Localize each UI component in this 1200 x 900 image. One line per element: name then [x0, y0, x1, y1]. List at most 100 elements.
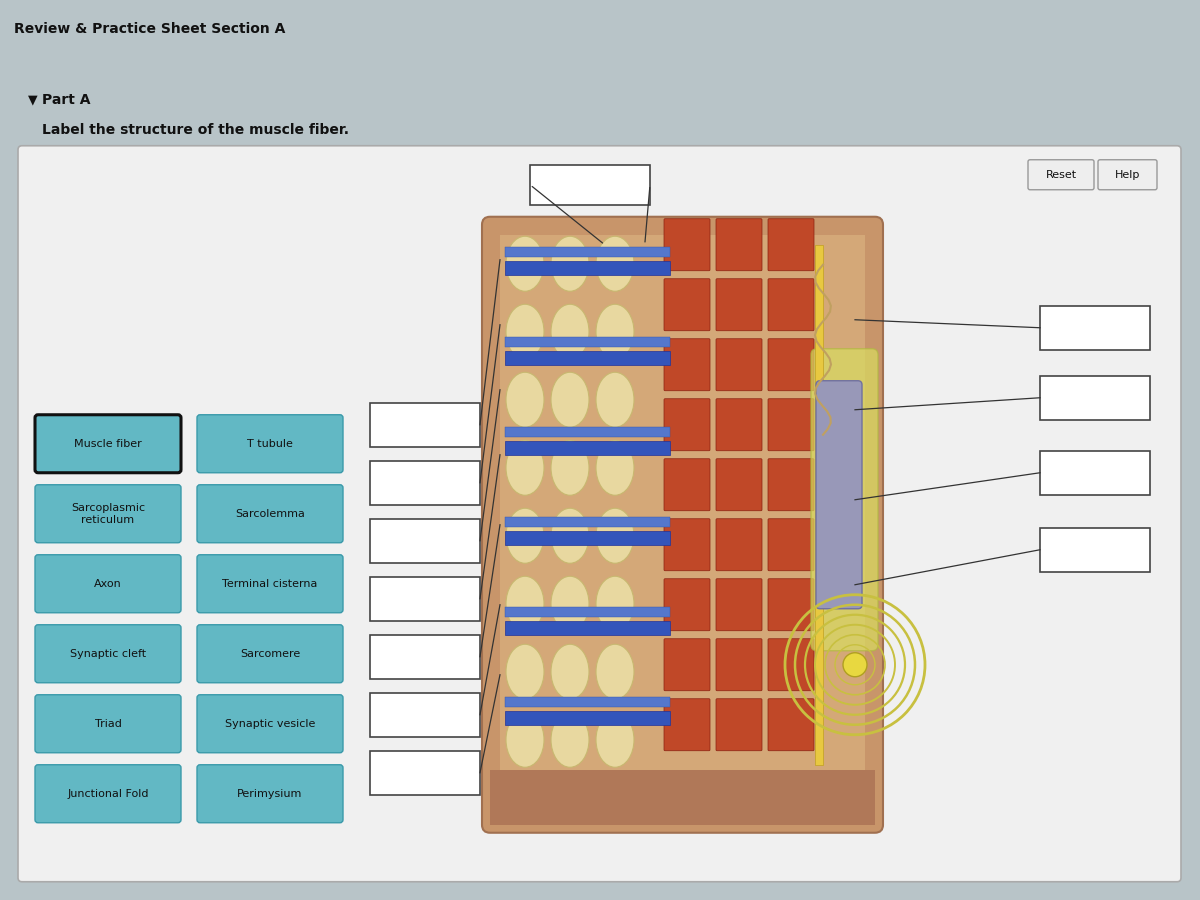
- Text: Perimysium: Perimysium: [238, 788, 302, 799]
- FancyBboxPatch shape: [35, 765, 181, 823]
- FancyBboxPatch shape: [664, 338, 710, 391]
- Ellipse shape: [506, 712, 544, 767]
- Bar: [505, 517, 670, 526]
- Circle shape: [842, 652, 866, 677]
- Text: Sarcoplasmic
reticulum: Sarcoplasmic reticulum: [71, 503, 145, 525]
- Text: Axon: Axon: [94, 579, 122, 589]
- FancyBboxPatch shape: [664, 639, 710, 691]
- Bar: [1040, 306, 1150, 350]
- Bar: [370, 403, 480, 446]
- Bar: [370, 461, 480, 505]
- FancyBboxPatch shape: [482, 217, 883, 832]
- FancyBboxPatch shape: [716, 518, 762, 571]
- FancyBboxPatch shape: [197, 485, 343, 543]
- FancyBboxPatch shape: [664, 518, 710, 571]
- Bar: [1040, 527, 1150, 572]
- Text: Triad: Triad: [95, 719, 121, 729]
- Ellipse shape: [551, 440, 589, 495]
- FancyBboxPatch shape: [768, 399, 814, 451]
- FancyBboxPatch shape: [768, 279, 814, 331]
- Bar: [490, 770, 875, 824]
- Text: Junctional Fold: Junctional Fold: [67, 788, 149, 799]
- FancyBboxPatch shape: [18, 146, 1181, 882]
- Text: Help: Help: [1115, 170, 1140, 180]
- Bar: [815, 245, 823, 765]
- Text: Part A: Part A: [42, 93, 90, 107]
- Bar: [370, 751, 480, 795]
- Ellipse shape: [506, 237, 544, 292]
- Ellipse shape: [506, 576, 544, 631]
- Ellipse shape: [596, 237, 634, 292]
- Bar: [505, 247, 670, 256]
- Text: Synaptic vesicle: Synaptic vesicle: [224, 719, 316, 729]
- Ellipse shape: [596, 712, 634, 767]
- FancyBboxPatch shape: [35, 625, 181, 683]
- Bar: [370, 693, 480, 737]
- FancyBboxPatch shape: [197, 625, 343, 683]
- Ellipse shape: [596, 373, 634, 427]
- Text: Synaptic cleft: Synaptic cleft: [70, 649, 146, 659]
- FancyBboxPatch shape: [664, 399, 710, 451]
- FancyBboxPatch shape: [664, 459, 710, 511]
- Bar: [1040, 451, 1150, 495]
- FancyBboxPatch shape: [197, 695, 343, 752]
- Text: Terminal cisterna: Terminal cisterna: [222, 579, 318, 589]
- Ellipse shape: [506, 644, 544, 699]
- FancyBboxPatch shape: [716, 338, 762, 391]
- FancyBboxPatch shape: [716, 698, 762, 751]
- Bar: [370, 634, 480, 679]
- Bar: [505, 261, 670, 274]
- Ellipse shape: [596, 304, 634, 359]
- Ellipse shape: [551, 508, 589, 563]
- Bar: [1040, 376, 1150, 419]
- Bar: [505, 711, 670, 724]
- FancyBboxPatch shape: [768, 639, 814, 691]
- Bar: [370, 577, 480, 621]
- FancyBboxPatch shape: [816, 381, 862, 608]
- Bar: [505, 607, 670, 616]
- FancyBboxPatch shape: [716, 279, 762, 331]
- FancyBboxPatch shape: [716, 579, 762, 631]
- Bar: [505, 337, 670, 347]
- Ellipse shape: [506, 508, 544, 563]
- Text: ▼: ▼: [28, 94, 37, 106]
- Bar: [505, 697, 670, 706]
- FancyBboxPatch shape: [716, 639, 762, 691]
- Ellipse shape: [596, 508, 634, 563]
- Ellipse shape: [596, 440, 634, 495]
- Ellipse shape: [551, 304, 589, 359]
- Ellipse shape: [551, 576, 589, 631]
- FancyBboxPatch shape: [768, 459, 814, 511]
- FancyBboxPatch shape: [811, 349, 878, 651]
- Bar: [505, 621, 670, 634]
- FancyBboxPatch shape: [35, 695, 181, 752]
- Bar: [370, 518, 480, 562]
- Text: T tubule: T tubule: [247, 439, 293, 449]
- FancyBboxPatch shape: [768, 219, 814, 271]
- Ellipse shape: [506, 304, 544, 359]
- Text: Label the structure of the muscle fiber.: Label the structure of the muscle fiber.: [42, 122, 349, 137]
- Ellipse shape: [551, 237, 589, 292]
- FancyBboxPatch shape: [197, 765, 343, 823]
- FancyBboxPatch shape: [35, 415, 181, 473]
- Ellipse shape: [551, 712, 589, 767]
- Bar: [500, 235, 865, 770]
- FancyBboxPatch shape: [197, 554, 343, 613]
- Text: Muscle fiber: Muscle fiber: [74, 439, 142, 449]
- Bar: [505, 351, 670, 364]
- FancyBboxPatch shape: [664, 579, 710, 631]
- Text: Sarcomere: Sarcomere: [240, 649, 300, 659]
- Text: Review & Practice Sheet Section A: Review & Practice Sheet Section A: [14, 22, 286, 36]
- Bar: [505, 531, 670, 544]
- FancyBboxPatch shape: [664, 279, 710, 331]
- FancyBboxPatch shape: [35, 485, 181, 543]
- FancyBboxPatch shape: [768, 518, 814, 571]
- FancyBboxPatch shape: [768, 338, 814, 391]
- Bar: [505, 441, 670, 454]
- FancyBboxPatch shape: [716, 459, 762, 511]
- Text: Reset: Reset: [1045, 170, 1076, 180]
- Ellipse shape: [551, 373, 589, 427]
- Bar: [530, 165, 650, 205]
- Ellipse shape: [551, 644, 589, 699]
- Text: Sarcolemma: Sarcolemma: [235, 508, 305, 518]
